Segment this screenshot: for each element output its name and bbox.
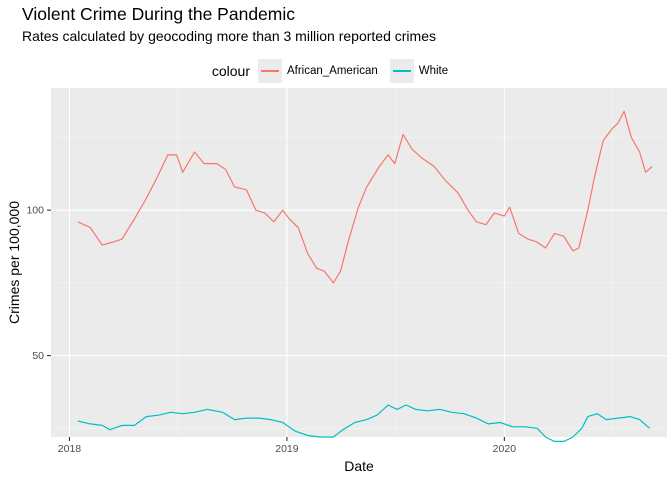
x-tick-label: 2019 [275,443,299,455]
series-line-white [77,404,651,442]
y-tick-label: 100 [26,205,44,217]
legend-label-african-american: African_American [286,65,378,77]
legend-key-white [389,59,414,83]
legend-key-african-american [257,59,282,83]
series-line-african-american [77,110,653,284]
legend-label-white: White [418,65,449,77]
legend: colour African_American White [0,59,672,83]
x-tick-label: 2020 [493,443,517,455]
y-tick-label: 50 [32,350,44,362]
chart-title: Violent Crime During the Pandemic [22,4,296,24]
legend-title: colour [211,63,250,79]
plot-panel [51,88,667,437]
x-axis-title: Date [344,458,374,474]
x-tick-label: 2018 [58,443,82,455]
chart-subtitle: Rates calculated by geocoding more than … [22,28,436,44]
y-axis-title: Crimes per 100,000 [6,201,22,324]
